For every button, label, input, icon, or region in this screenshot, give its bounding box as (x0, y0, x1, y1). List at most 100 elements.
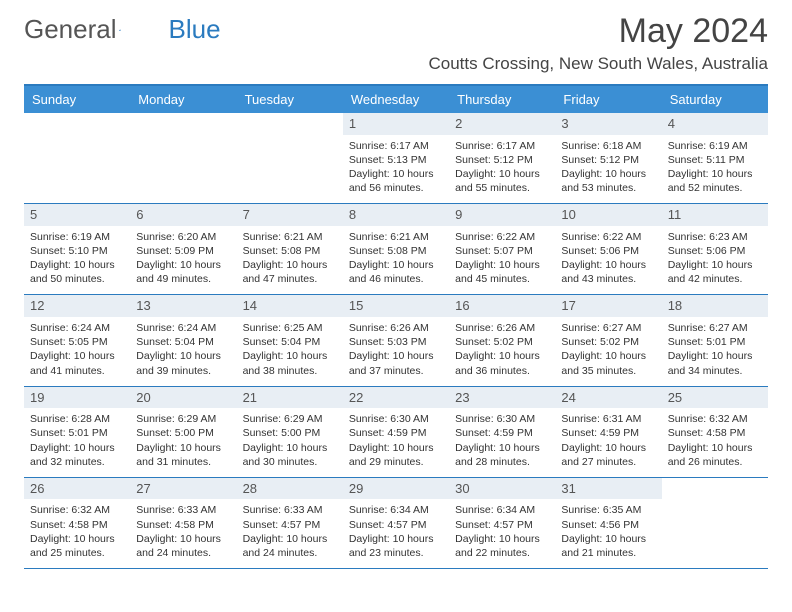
sunset-text: Sunset: 4:59 PM (561, 426, 655, 440)
calendar-row: 19Sunrise: 6:28 AMSunset: 5:01 PMDayligh… (24, 387, 768, 478)
calendar-cell: 25Sunrise: 6:32 AMSunset: 4:58 PMDayligh… (662, 387, 768, 477)
calendar-cell: 30Sunrise: 6:34 AMSunset: 4:57 PMDayligh… (449, 478, 555, 568)
sunrise-text: Sunrise: 6:23 AM (668, 230, 762, 244)
calendar: SundayMondayTuesdayWednesdayThursdayFrid… (24, 84, 768, 569)
sunset-text: Sunset: 5:09 PM (136, 244, 230, 258)
sunrise-text: Sunrise: 6:32 AM (668, 412, 762, 426)
day-number: 27 (130, 478, 236, 500)
calendar-cell: 19Sunrise: 6:28 AMSunset: 5:01 PMDayligh… (24, 387, 130, 477)
calendar-row: 26Sunrise: 6:32 AMSunset: 4:58 PMDayligh… (24, 478, 768, 569)
daylight-text: Daylight: 10 hours and 21 minutes. (561, 532, 655, 560)
brand-name-b: Blue (169, 14, 221, 45)
calendar-cell: 24Sunrise: 6:31 AMSunset: 4:59 PMDayligh… (555, 387, 661, 477)
day-number: 22 (343, 387, 449, 409)
day-number: 2 (449, 113, 555, 135)
daylight-text: Daylight: 10 hours and 28 minutes. (455, 441, 549, 469)
daylight-text: Daylight: 10 hours and 24 minutes. (136, 532, 230, 560)
sunset-text: Sunset: 4:58 PM (30, 518, 124, 532)
weekday-label: Tuesday (237, 86, 343, 113)
day-number: 25 (662, 387, 768, 409)
sunrise-text: Sunrise: 6:19 AM (668, 139, 762, 153)
calendar-cell: 15Sunrise: 6:26 AMSunset: 5:03 PMDayligh… (343, 295, 449, 385)
daylight-text: Daylight: 10 hours and 27 minutes. (561, 441, 655, 469)
day-number: 15 (343, 295, 449, 317)
day-number: 16 (449, 295, 555, 317)
day-number: 5 (24, 204, 130, 226)
daylight-text: Daylight: 10 hours and 55 minutes. (455, 167, 549, 195)
sunset-text: Sunset: 5:00 PM (136, 426, 230, 440)
daylight-text: Daylight: 10 hours and 22 minutes. (455, 532, 549, 560)
daylight-text: Daylight: 10 hours and 32 minutes. (30, 441, 124, 469)
daylight-text: Daylight: 10 hours and 49 minutes. (136, 258, 230, 286)
day-number: 28 (237, 478, 343, 500)
sunset-text: Sunset: 5:03 PM (349, 335, 443, 349)
sunrise-text: Sunrise: 6:17 AM (455, 139, 549, 153)
sunset-text: Sunset: 4:56 PM (561, 518, 655, 532)
daylight-text: Daylight: 10 hours and 43 minutes. (561, 258, 655, 286)
calendar-cell: 9Sunrise: 6:22 AMSunset: 5:07 PMDaylight… (449, 204, 555, 294)
sunset-text: Sunset: 4:57 PM (243, 518, 337, 532)
weekday-label: Friday (555, 86, 661, 113)
sunrise-text: Sunrise: 6:26 AM (455, 321, 549, 335)
sunset-text: Sunset: 5:11 PM (668, 153, 762, 167)
sunrise-text: Sunrise: 6:18 AM (561, 139, 655, 153)
calendar-cell: 16Sunrise: 6:26 AMSunset: 5:02 PMDayligh… (449, 295, 555, 385)
sunrise-text: Sunrise: 6:27 AM (561, 321, 655, 335)
sunrise-text: Sunrise: 6:28 AM (30, 412, 124, 426)
calendar-row: 5Sunrise: 6:19 AMSunset: 5:10 PMDaylight… (24, 204, 768, 295)
calendar-cell: . (130, 113, 236, 203)
daylight-text: Daylight: 10 hours and 42 minutes. (668, 258, 762, 286)
daylight-text: Daylight: 10 hours and 52 minutes. (668, 167, 762, 195)
sunset-text: Sunset: 4:59 PM (349, 426, 443, 440)
day-number: 9 (449, 204, 555, 226)
calendar-cell: 7Sunrise: 6:21 AMSunset: 5:08 PMDaylight… (237, 204, 343, 294)
calendar-body: ...1Sunrise: 6:17 AMSunset: 5:13 PMDayli… (24, 113, 768, 569)
sunset-text: Sunset: 5:02 PM (561, 335, 655, 349)
sunrise-text: Sunrise: 6:32 AM (30, 503, 124, 517)
day-number: 6 (130, 204, 236, 226)
sunset-text: Sunset: 5:01 PM (668, 335, 762, 349)
sunrise-text: Sunrise: 6:31 AM (561, 412, 655, 426)
calendar-cell: . (237, 113, 343, 203)
calendar-cell: 28Sunrise: 6:33 AMSunset: 4:57 PMDayligh… (237, 478, 343, 568)
sunset-text: Sunset: 5:05 PM (30, 335, 124, 349)
sunrise-text: Sunrise: 6:33 AM (243, 503, 337, 517)
calendar-cell: 26Sunrise: 6:32 AMSunset: 4:58 PMDayligh… (24, 478, 130, 568)
sunset-text: Sunset: 4:57 PM (349, 518, 443, 532)
sunrise-text: Sunrise: 6:22 AM (561, 230, 655, 244)
calendar-cell: . (662, 478, 768, 568)
sunrise-text: Sunrise: 6:21 AM (349, 230, 443, 244)
day-number: 14 (237, 295, 343, 317)
brand-name-a: General (24, 14, 117, 45)
calendar-cell: 29Sunrise: 6:34 AMSunset: 4:57 PMDayligh… (343, 478, 449, 568)
daylight-text: Daylight: 10 hours and 47 minutes. (243, 258, 337, 286)
daylight-text: Daylight: 10 hours and 35 minutes. (561, 349, 655, 377)
day-number: 3 (555, 113, 661, 135)
sunrise-text: Sunrise: 6:24 AM (30, 321, 124, 335)
calendar-cell: 31Sunrise: 6:35 AMSunset: 4:56 PMDayligh… (555, 478, 661, 568)
weekday-label: Monday (130, 86, 236, 113)
sunrise-text: Sunrise: 6:30 AM (349, 412, 443, 426)
weekday-label: Thursday (449, 86, 555, 113)
calendar-cell: 21Sunrise: 6:29 AMSunset: 5:00 PMDayligh… (237, 387, 343, 477)
daylight-text: Daylight: 10 hours and 30 minutes. (243, 441, 337, 469)
sunrise-text: Sunrise: 6:29 AM (243, 412, 337, 426)
day-number: 18 (662, 295, 768, 317)
day-number: 19 (24, 387, 130, 409)
day-number: 13 (130, 295, 236, 317)
weekday-label: Saturday (662, 86, 768, 113)
daylight-text: Daylight: 10 hours and 45 minutes. (455, 258, 549, 286)
sunset-text: Sunset: 5:12 PM (455, 153, 549, 167)
sunrise-text: Sunrise: 6:34 AM (455, 503, 549, 517)
sunset-text: Sunset: 4:59 PM (455, 426, 549, 440)
sunset-text: Sunset: 5:04 PM (136, 335, 230, 349)
sunset-text: Sunset: 5:08 PM (349, 244, 443, 258)
sunrise-text: Sunrise: 6:35 AM (561, 503, 655, 517)
sunset-text: Sunset: 5:13 PM (349, 153, 443, 167)
weekday-label: Wednesday (343, 86, 449, 113)
sunset-text: Sunset: 4:57 PM (455, 518, 549, 532)
daylight-text: Daylight: 10 hours and 39 minutes. (136, 349, 230, 377)
daylight-text: Daylight: 10 hours and 34 minutes. (668, 349, 762, 377)
day-number: 21 (237, 387, 343, 409)
day-number: 4 (662, 113, 768, 135)
